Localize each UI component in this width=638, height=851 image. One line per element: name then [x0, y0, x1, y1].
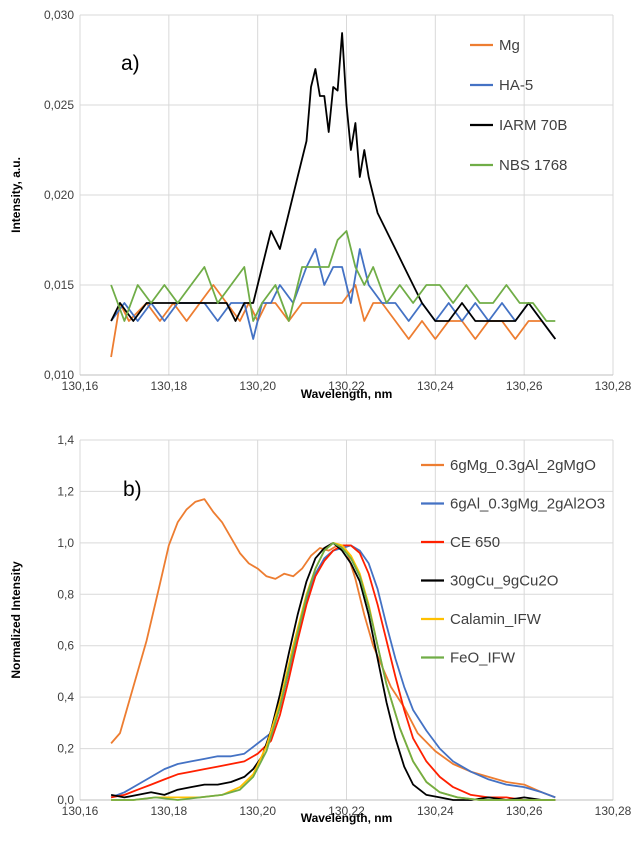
y-tick-label: 0,010: [44, 368, 74, 382]
legend: 6gMg_0.3gAl_2gMgO 6gAl_0.3gMg_2gAl2O3 CE 6…: [421, 457, 605, 667]
legend-label: NBS 1768: [499, 157, 567, 174]
y-tick-label: 1,2: [57, 484, 74, 498]
x-tick-label: 130,20: [239, 804, 276, 818]
y-tick-label: 0,030: [44, 8, 74, 22]
x-tick-label: 130,16: [62, 379, 99, 393]
y-axis-title: Intensity, a.u.: [9, 157, 23, 233]
x-tick-label: 130,18: [150, 379, 187, 393]
x-tick-label: 130,16: [62, 804, 99, 818]
legend-label: Calamin_IFW: [450, 611, 542, 628]
x-tick-label: 130,22: [328, 804, 365, 818]
x-tick-label: 130,24: [417, 379, 454, 393]
legend-label: 6gAl_0.3gMg_2gAl2O3: [450, 496, 605, 513]
series-line-4: [110, 542, 556, 801]
x-tick-label: 130,28: [595, 379, 632, 393]
chart-panel-2: 0,0 0,2 0,4 0,6 0,8 1,0 1,2 1,4 130,16 130,18 130,…: [9, 433, 632, 825]
x-tick-label: 130,26: [506, 379, 543, 393]
y-tick-label: 0,4: [57, 690, 74, 704]
series-line-6: [111, 542, 556, 801]
legend-label: CE 650: [450, 534, 500, 551]
panel-label: a): [121, 52, 140, 75]
x-tick-label: 130,26: [506, 804, 543, 818]
y-tick-label: 1,4: [57, 433, 74, 447]
series-line-3: [110, 32, 557, 340]
series-line-1: [110, 284, 557, 358]
y-tick-label: 0,015: [44, 278, 74, 292]
legend-label: 6gMg_0.3gAl_2gMgO: [450, 457, 596, 474]
y-tick-label: 0,025: [44, 98, 74, 112]
y-tick-label: 0,6: [57, 639, 74, 653]
series-line-3: [110, 544, 556, 801]
x-axis-title: Wavelength, nm: [301, 387, 393, 401]
legend-label: HA-5: [499, 77, 533, 94]
y-tick-label: 0,2: [57, 742, 74, 756]
series-line-2: [110, 248, 557, 340]
y-tick-label: 0,8: [57, 587, 74, 601]
y-tick-label: 0,0: [57, 793, 74, 807]
x-tick-label: 130,18: [150, 804, 187, 818]
y-tick-label: 1,0: [57, 536, 74, 550]
legend-label: 30gCu_9gCu2O: [450, 573, 558, 590]
legend: Mg HA-5 IARM 70B NBS 1768: [470, 37, 567, 174]
x-tick-label: 130,28: [595, 804, 632, 818]
legend-label: FeO_IFW: [450, 650, 516, 667]
y-axis-title: Normalized Intensity: [9, 561, 23, 679]
x-tick-label: 130,20: [239, 379, 276, 393]
chart-panel-1: 0,010 0,015 0,020 0,025 0,030 130,16 130,18 130…: [9, 8, 632, 401]
panel-label: b): [123, 478, 142, 501]
legend-label: Mg: [499, 37, 520, 54]
legend-label: IARM 70B: [499, 117, 567, 134]
series-line-4: [110, 230, 556, 322]
x-tick-label: 130,24: [417, 804, 454, 818]
x-axis-title: Wavelength, nm: [301, 811, 393, 825]
series-line-1: [110, 498, 556, 799]
x-tick-label: 130,22: [328, 379, 365, 393]
y-tick-label: 0,020: [44, 188, 74, 202]
